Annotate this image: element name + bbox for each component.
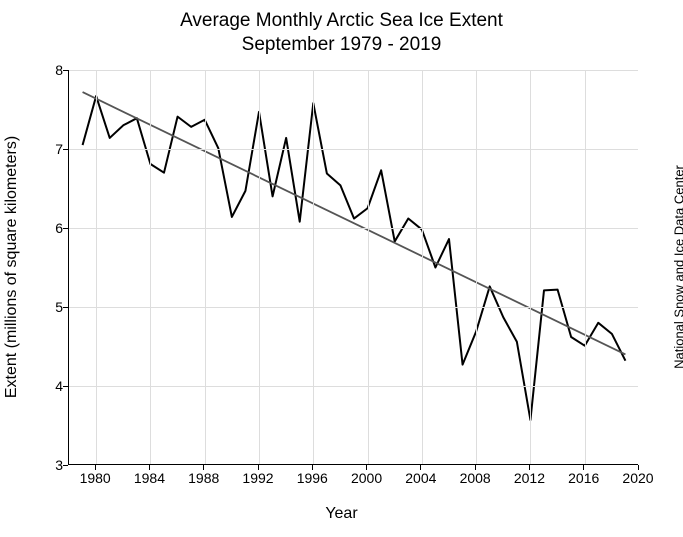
gridline-v bbox=[530, 70, 531, 464]
gridline-v bbox=[368, 70, 369, 464]
x-tick-label: 2016 bbox=[568, 470, 599, 486]
gridline-h bbox=[69, 149, 638, 150]
y-tick-label: 6 bbox=[23, 220, 63, 236]
chart-stage: Average Monthly Arctic Sea Ice Extent Se… bbox=[0, 0, 683, 537]
y-tick-mark bbox=[63, 307, 68, 308]
x-tick-label: 1992 bbox=[242, 470, 273, 486]
y-tick-label: 3 bbox=[23, 457, 63, 473]
x-tick-label: 2000 bbox=[351, 470, 382, 486]
credit-label: National Snow and Ice Data Center bbox=[672, 267, 683, 471]
y-axis-label: Extent (millions of square kilometers) bbox=[3, 5, 21, 267]
gridline-h bbox=[69, 228, 638, 229]
y-tick-mark bbox=[63, 70, 68, 71]
gridline-h bbox=[69, 307, 638, 308]
gridline-v bbox=[150, 70, 151, 464]
plot-area bbox=[68, 70, 638, 465]
x-tick-label: 1988 bbox=[188, 470, 219, 486]
gridline-v bbox=[476, 70, 477, 464]
trend-line bbox=[83, 92, 626, 354]
gridline-h bbox=[69, 386, 638, 387]
y-tick-label: 7 bbox=[23, 141, 63, 157]
x-axis-label: Year bbox=[0, 505, 683, 523]
chart-title-line2: September 1979 - 2019 bbox=[0, 34, 683, 56]
chart-svg bbox=[69, 70, 638, 464]
x-tick-label: 1984 bbox=[134, 470, 165, 486]
gridline-v bbox=[205, 70, 206, 464]
y-tick-mark bbox=[63, 149, 68, 150]
y-tick-label: 5 bbox=[23, 299, 63, 315]
gridline-h bbox=[69, 70, 638, 71]
chart-title-line1: Average Monthly Arctic Sea Ice Extent bbox=[0, 10, 683, 32]
gridline-v bbox=[422, 70, 423, 464]
data-series-line bbox=[83, 96, 626, 420]
y-tick-mark bbox=[63, 465, 68, 466]
y-tick-mark bbox=[63, 386, 68, 387]
gridline-v bbox=[313, 70, 314, 464]
y-tick-label: 8 bbox=[23, 62, 63, 78]
gridline-v bbox=[585, 70, 586, 464]
gridline-v bbox=[96, 70, 97, 464]
x-tick-label: 1996 bbox=[297, 470, 328, 486]
x-tick-label: 2020 bbox=[622, 470, 653, 486]
gridline-v bbox=[259, 70, 260, 464]
y-tick-label: 4 bbox=[23, 378, 63, 394]
x-tick-label: 2012 bbox=[514, 470, 545, 486]
x-tick-label: 1980 bbox=[80, 470, 111, 486]
y-tick-mark bbox=[63, 228, 68, 229]
x-tick-label: 2004 bbox=[405, 470, 436, 486]
x-tick-label: 2008 bbox=[460, 470, 491, 486]
